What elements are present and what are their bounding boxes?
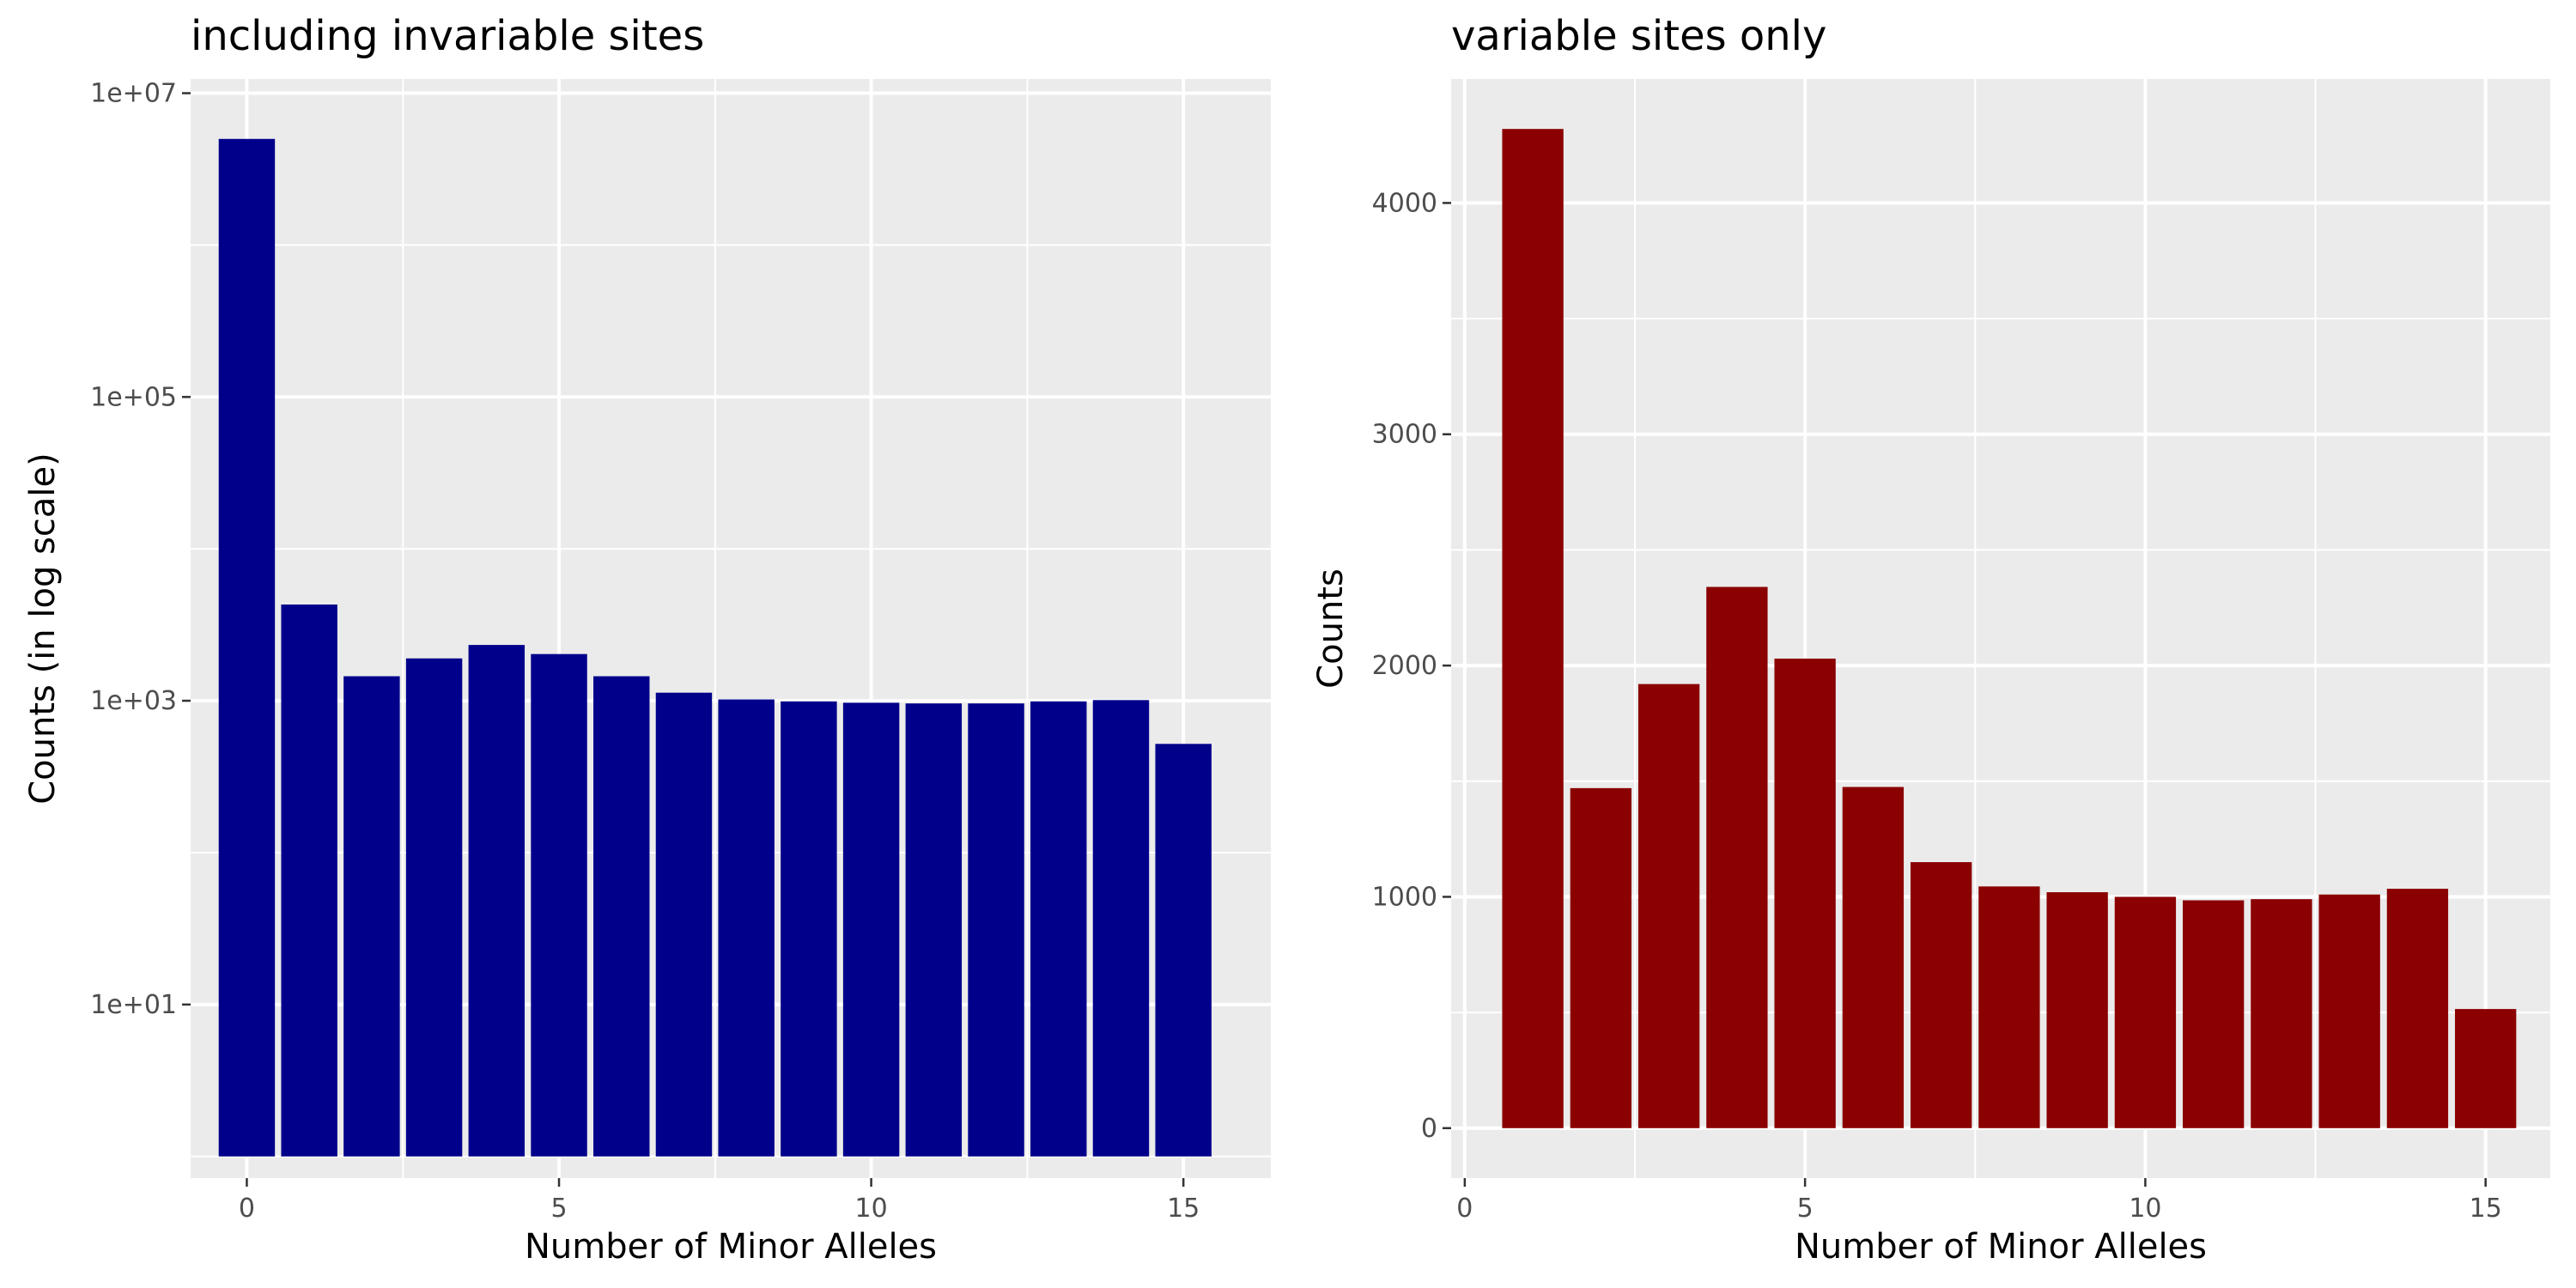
left-bar-0: [218, 138, 276, 1157]
left-bar-14: [1092, 700, 1150, 1157]
right-bar-6: [1842, 787, 1905, 1128]
left-y-tick-label: 1e+05: [90, 382, 177, 412]
right-bar-13: [2318, 894, 2380, 1128]
left-bar-11: [905, 703, 963, 1157]
right-x-tick-label: 15: [2470, 1194, 2502, 1224]
right-y-tick-label: 2000: [1372, 651, 1437, 681]
right-chart-title: variable sites only: [1451, 12, 1826, 60]
left-bar-6: [593, 676, 650, 1157]
right-bar-7: [1910, 862, 1972, 1128]
right-x-tick-label: 0: [1456, 1194, 1473, 1224]
left-bar-3: [405, 658, 463, 1157]
left-chart-title: including invariable sites: [191, 12, 704, 60]
left-bar-4: [468, 645, 526, 1157]
left-x-tick-label: 5: [550, 1194, 567, 1224]
left-bar-15: [1155, 744, 1212, 1157]
right-bar-11: [2183, 900, 2245, 1128]
right-bar-10: [2114, 896, 2177, 1128]
right-y-tick-label: 1000: [1372, 882, 1437, 912]
left-bar-2: [343, 676, 400, 1157]
right-x-tick-label: 10: [2129, 1194, 2161, 1224]
right-bar-14: [2386, 889, 2449, 1128]
left-x-axis-label: Number of Minor Alleles: [525, 1227, 937, 1267]
left-bar-5: [531, 653, 587, 1157]
left-bar-12: [968, 703, 1024, 1157]
right-bar-8: [1978, 886, 2040, 1128]
right-bar-2: [1570, 787, 1632, 1128]
left-y-axis-label: Counts (in log scale): [23, 453, 63, 805]
left-x-tick-label: 10: [855, 1194, 888, 1224]
left-chart-panel: 0 5 10 15 1e+01 1e+03 1e+05 1e+07 including inva…: [23, 12, 1271, 1267]
left-bar-10: [842, 702, 900, 1157]
right-y-tick-label: 4000: [1372, 188, 1437, 218]
right-bar-15: [2455, 1009, 2517, 1128]
right-bar-3: [1637, 683, 1700, 1128]
left-y-tick-label: 1e+07: [90, 79, 177, 109]
left-bar-1: [281, 605, 337, 1157]
right-x-axis-label: Number of Minor Alleles: [1795, 1227, 2207, 1267]
right-bar-12: [2251, 899, 2312, 1128]
right-x-tick-label: 5: [1797, 1194, 1814, 1224]
right-y-axis-label: Counts: [1311, 568, 1351, 689]
left-y-tick-label: 1e+03: [90, 686, 177, 716]
right-bar-9: [2046, 892, 2108, 1128]
left-bar-7: [655, 692, 713, 1157]
right-y-tick-label: 3000: [1372, 420, 1437, 450]
left-bar-8: [718, 699, 775, 1157]
left-bar-9: [781, 701, 837, 1157]
right-y-tick-label: 0: [1421, 1114, 1437, 1144]
right-chart-panel: 0 5 10 15 0 1000 2000 3000 4000 variable sites on…: [1311, 12, 2550, 1267]
left-x-tick-label: 0: [239, 1194, 255, 1224]
right-bar-5: [1774, 659, 1836, 1128]
right-bar-1: [1502, 129, 1564, 1128]
left-bar-13: [1030, 701, 1087, 1157]
right-bar-4: [1706, 586, 1768, 1128]
left-y-tick-label: 1e+01: [90, 990, 177, 1020]
left-x-tick-label: 15: [1167, 1194, 1200, 1224]
